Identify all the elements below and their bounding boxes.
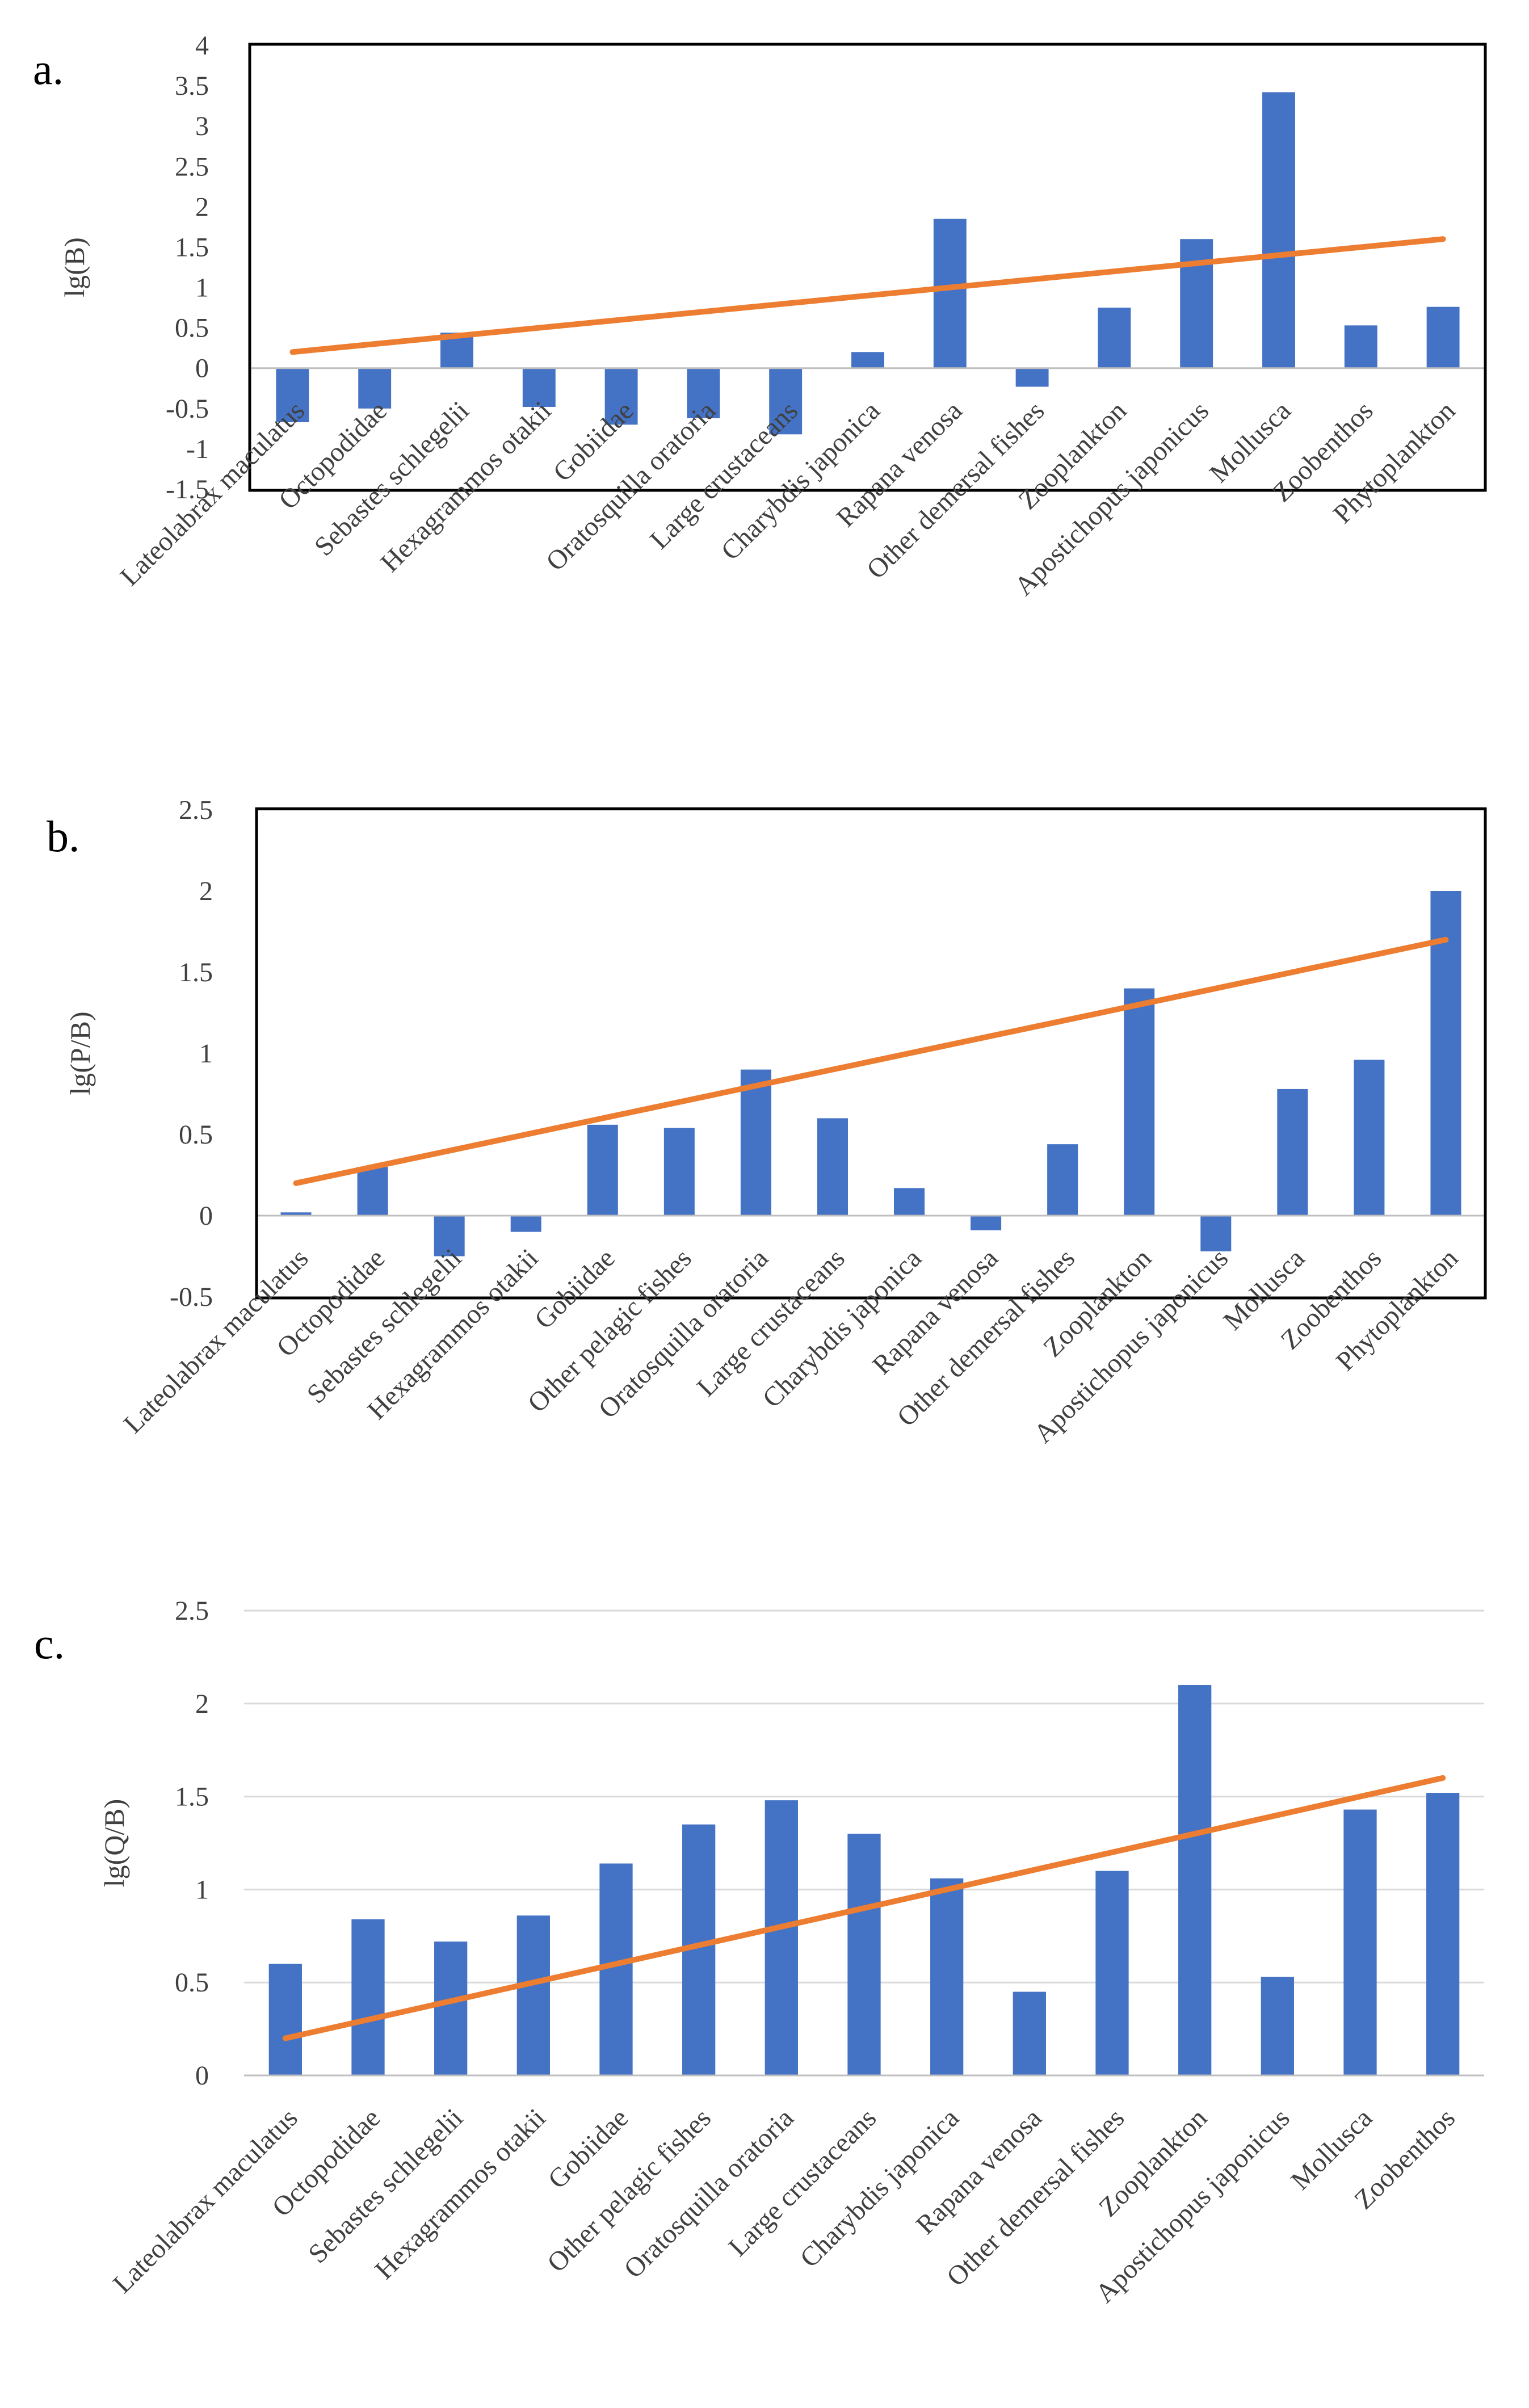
bar bbox=[1015, 368, 1049, 387]
bar bbox=[516, 1915, 550, 2075]
y-tick-label: 3.5 bbox=[175, 71, 209, 101]
bar bbox=[930, 1878, 964, 2075]
bar bbox=[276, 368, 309, 422]
bar bbox=[1124, 988, 1155, 1216]
bar bbox=[1180, 239, 1213, 368]
bar bbox=[817, 1118, 848, 1216]
y-tick-label: 2.5 bbox=[175, 152, 209, 182]
category-label: Sebastes schlegelii bbox=[303, 2103, 469, 2269]
y-tick-label: 0.5 bbox=[175, 313, 209, 343]
panel-a: a.lg(B)43.532.521.510.50-0.5-1-1.5Lateol… bbox=[33, 31, 1487, 602]
y-axis-title: lg(P/B) bbox=[64, 1011, 96, 1095]
bar bbox=[434, 1941, 468, 2075]
bar bbox=[510, 1216, 541, 1232]
bar bbox=[280, 1212, 312, 1216]
plot-frame bbox=[248, 43, 1487, 492]
bar bbox=[663, 1128, 695, 1216]
bar bbox=[1277, 1089, 1308, 1216]
y-tick-label: 0.5 bbox=[179, 1120, 213, 1150]
bar bbox=[1095, 1871, 1129, 2075]
y-tick-label: 1 bbox=[199, 1039, 213, 1069]
bar bbox=[764, 1800, 798, 2075]
y-tick-label: -1 bbox=[186, 434, 209, 464]
bar bbox=[1262, 92, 1295, 368]
bar bbox=[1343, 1809, 1377, 2075]
category-label: Charybdis japonica bbox=[794, 2103, 964, 2273]
bar bbox=[587, 1124, 618, 1216]
y-tick-label: 2.5 bbox=[175, 1596, 209, 1626]
y-tick-label: 2 bbox=[195, 1689, 209, 1719]
bar bbox=[1426, 1793, 1460, 2075]
y-tick-label: -1.5 bbox=[166, 474, 209, 505]
bar bbox=[1013, 1991, 1046, 2075]
panel-label: a. bbox=[33, 44, 64, 94]
y-tick-label: 2.5 bbox=[179, 795, 213, 825]
y-tick-label: 4 bbox=[195, 31, 209, 61]
y-axis-title: lg(Q/B) bbox=[98, 1799, 130, 1888]
y-tick-label: 1 bbox=[195, 273, 209, 303]
trend-line bbox=[282, 1775, 1446, 2041]
bar bbox=[1098, 308, 1131, 368]
y-tick-label: 1 bbox=[195, 1875, 209, 1905]
bar bbox=[1047, 1144, 1078, 1216]
bar bbox=[357, 1167, 388, 1216]
bar bbox=[1178, 1685, 1212, 2075]
y-tick-label: 0 bbox=[199, 1201, 213, 1231]
trend-line bbox=[289, 236, 1446, 355]
bar bbox=[971, 1216, 1002, 1230]
bar bbox=[740, 1069, 771, 1216]
panel-label: c. bbox=[34, 1619, 65, 1668]
bar bbox=[522, 368, 556, 407]
bar bbox=[894, 1188, 925, 1216]
category-label: Sebastes schlegelii bbox=[309, 396, 475, 562]
y-tick-label: 0 bbox=[195, 2061, 209, 2091]
y-tick-label: 3 bbox=[195, 111, 209, 141]
bar bbox=[1261, 1977, 1294, 2075]
y-tick-label: -0.5 bbox=[170, 1282, 213, 1312]
bar bbox=[1200, 1216, 1232, 1251]
y-tick-label: 2 bbox=[195, 192, 209, 222]
y-tick-label: 2 bbox=[199, 876, 213, 906]
bar bbox=[769, 368, 803, 435]
bar bbox=[434, 1216, 465, 1256]
bar bbox=[599, 1863, 633, 2075]
bar bbox=[351, 1919, 385, 2075]
panel-label: b. bbox=[47, 812, 80, 861]
bar bbox=[1354, 1060, 1385, 1216]
plot-frame bbox=[255, 807, 1487, 1300]
bar bbox=[687, 368, 720, 418]
y-tick-label: 1.5 bbox=[175, 232, 209, 262]
bar bbox=[1426, 306, 1460, 368]
y-axis-title: lg(B) bbox=[58, 237, 90, 297]
bar bbox=[1344, 325, 1377, 368]
y-tick-label: 0 bbox=[195, 354, 209, 384]
y-tick-label: 1.5 bbox=[179, 957, 213, 987]
trend-line bbox=[293, 936, 1449, 1186]
bar bbox=[1430, 891, 1461, 1216]
bar bbox=[268, 1964, 302, 2075]
category-label: Large crustaceans bbox=[644, 396, 804, 555]
bar bbox=[604, 368, 638, 425]
bar bbox=[847, 1834, 881, 2075]
category-label: Large crustaceans bbox=[723, 2103, 882, 2262]
y-tick-label: -0.5 bbox=[166, 394, 209, 424]
bar bbox=[933, 218, 967, 368]
bar bbox=[851, 352, 884, 368]
bar bbox=[358, 368, 392, 409]
y-tick-label: 1.5 bbox=[175, 1782, 209, 1812]
y-tick-label: 0.5 bbox=[175, 1968, 209, 1998]
